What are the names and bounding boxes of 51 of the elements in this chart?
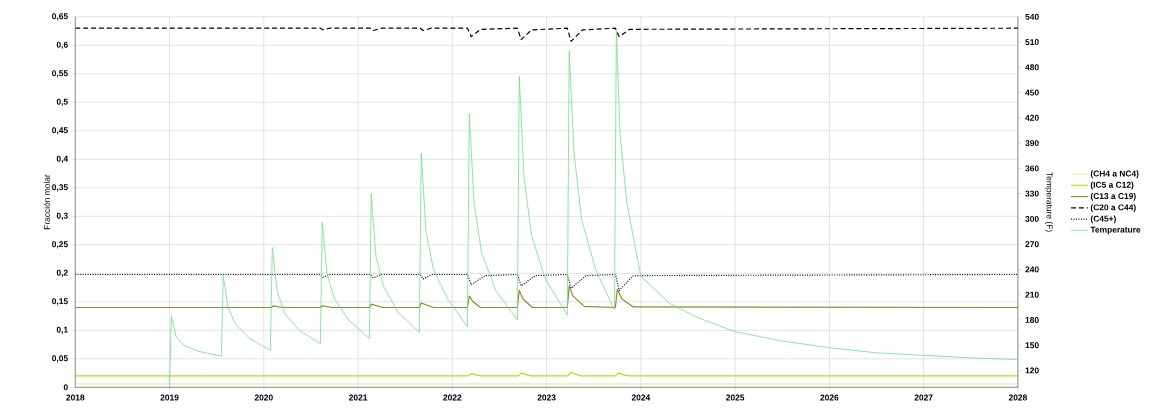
- line-series: [75, 285, 1018, 309]
- y-tick-label: 0,25: [52, 241, 68, 249]
- y2-axis-title: Temperature (F): [1044, 172, 1053, 232]
- x-tick-label: 2021: [349, 394, 368, 401]
- x-tick-label: 2022: [443, 394, 462, 401]
- y2-tick-label: 330: [1025, 190, 1039, 197]
- x-tick-label: 2028: [1008, 394, 1027, 401]
- y2-tick-label: 450: [1025, 89, 1039, 96]
- y-tick-label: 0,3: [56, 212, 68, 220]
- legend-label: (CH4 a NC4): [1090, 170, 1139, 179]
- legend-label: (C20 a C44): [1090, 204, 1136, 213]
- y-tick-label: 0,6: [56, 41, 68, 49]
- y2-tick-label: 120: [1025, 367, 1039, 374]
- y2-tick-label: 300: [1025, 215, 1039, 222]
- x-tick-label: 2027: [914, 394, 933, 401]
- y-tick-label: 0,45: [52, 127, 68, 135]
- line-series: [169, 30, 1018, 388]
- y2-tick-label: 180: [1025, 316, 1039, 323]
- y-tick-label: 0,05: [52, 355, 68, 363]
- y2-tick-label: 150: [1025, 342, 1039, 349]
- y2-tick-label: 480: [1025, 64, 1039, 71]
- legend-label: (C13 a C19): [1090, 192, 1136, 201]
- x-tick-label: 2018: [66, 394, 85, 401]
- y-tick-label: 0,2: [56, 269, 68, 277]
- legend-label: (IC5 a C12): [1090, 181, 1134, 190]
- x-tick-label: 2023: [537, 394, 556, 401]
- y2-tick-label: 420: [1025, 114, 1039, 121]
- x-tick-label: 2026: [820, 394, 839, 401]
- y2-tick-label: 390: [1025, 140, 1039, 147]
- y-tick-label: 0,5: [56, 98, 68, 106]
- y2-tick-label: 270: [1025, 241, 1039, 248]
- y2-tick-label: 240: [1025, 266, 1039, 273]
- y-tick-label: 0,4: [56, 155, 69, 163]
- y2-tick-label: 510: [1025, 39, 1039, 46]
- y-tick-label: 0,35: [52, 184, 68, 192]
- y-axis-title: Fracción molar: [43, 174, 50, 230]
- x-tick-label: 2020: [254, 394, 273, 401]
- y-tick-label: 0,55: [52, 70, 68, 78]
- y-tick-label: 0: [63, 384, 68, 391]
- y2-tick-label: 360: [1025, 165, 1039, 172]
- y2-tick-label: 210: [1025, 291, 1039, 298]
- x-tick-label: 2024: [631, 394, 651, 401]
- y-tick-label: 0,15: [52, 298, 68, 306]
- line-series: [75, 27, 1018, 42]
- x-tick-label: 2019: [160, 394, 179, 401]
- legend-label: (C45+): [1090, 215, 1116, 224]
- x-tick-label: 2025: [726, 394, 745, 401]
- legend-label: Temperature: [1090, 226, 1141, 235]
- y-tick-label: 0,65: [52, 13, 68, 21]
- y2-tick-label: 540: [1025, 13, 1039, 20]
- y-tick-label: 0,1: [56, 326, 68, 334]
